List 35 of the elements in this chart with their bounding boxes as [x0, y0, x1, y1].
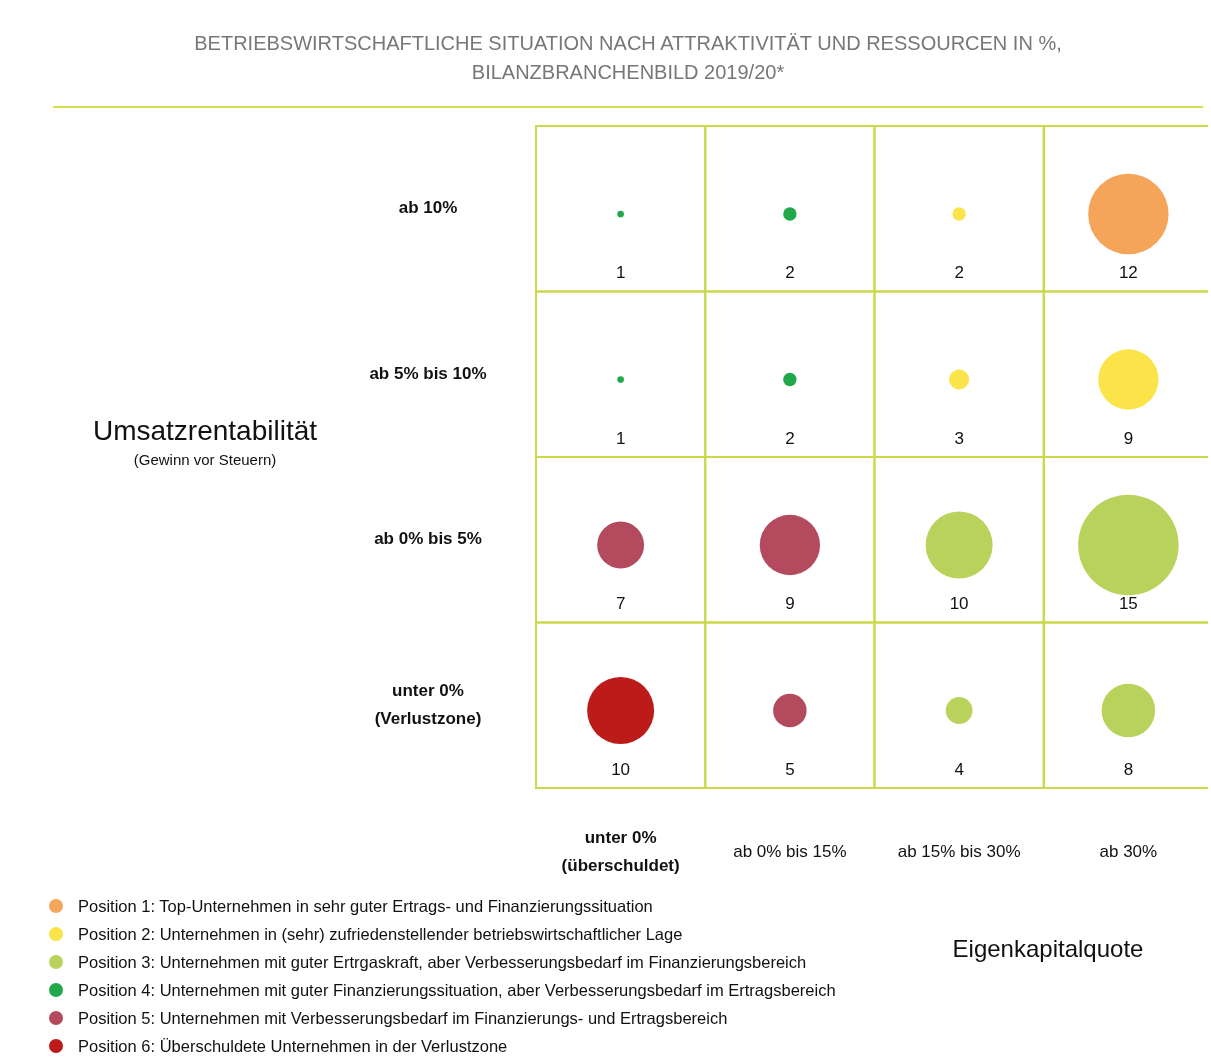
- x-tick-label: ab 15% bis 30%: [897, 842, 1021, 862]
- y-tick-label: ab 10%: [398, 198, 458, 218]
- data-label: 10: [611, 759, 631, 779]
- data-label: 15: [1118, 594, 1138, 613]
- y-tick-label: ab 5% bis 10%: [369, 363, 487, 383]
- data-label: 9: [1123, 428, 1134, 448]
- data-label: 2: [785, 428, 795, 448]
- text: (Gewinn vor Steuern): [133, 451, 277, 468]
- category-label: Position 6: Überschuldete Unternehmen in der Verlustzone: [78, 1037, 508, 1055]
- category-label: Position 3: Unternehmen mit guter Ertrgaskraft, aber Verbesserungsbedarf im Finanzierungsbereich: [78, 953, 807, 971]
- category-label: Position 4: Unternehmen mit guter Finanzierungssituation, aber Verbesserungsbedarf im Ertragsbereich: [78, 981, 836, 999]
- chart-title: BETRIEBSWIRTSCHAFTLICHE SITUATION NACH ATTRAKTIVITÄT UND RESSOURCEN IN %,: [194, 32, 1062, 54]
- data-label: 3: [954, 428, 964, 448]
- chart-subtitle: BILANZBRANCHENBILD 2019/20*: [471, 61, 785, 83]
- data-label: 4: [954, 759, 964, 779]
- data-label: 5: [785, 759, 795, 779]
- data-label: 2: [954, 263, 964, 282]
- y-tick-label: unter 0% (Verlustzone): [374, 680, 482, 728]
- data-label: 9: [785, 594, 795, 613]
- category-label: Position 5: Unternehmen mit Verbesserungsbedarf im Finanzierungs- und Ertragsbereich: [78, 1009, 728, 1027]
- data-label: 7: [615, 594, 626, 613]
- data-label: 8: [1123, 759, 1134, 779]
- x-tick-label: unter 0% (überschuldet): [561, 828, 680, 876]
- data-label: 1: [615, 263, 626, 282]
- y-axis-title: Umsatzrentabilität: [92, 415, 318, 446]
- data-label: 10: [949, 594, 969, 613]
- data-label: 2: [785, 263, 795, 282]
- y-tick-label: ab 0% bis 5%: [374, 529, 482, 549]
- category-label: Position 2: Unternehmen in (sehr) zufriedenstellender betriebswirtschaftlicher Lage: [78, 925, 683, 943]
- data-label: 12: [1118, 263, 1138, 282]
- data-label: 1: [615, 428, 626, 448]
- x-tick-label: ab 0% bis 15%: [733, 842, 847, 862]
- x-axis-title: Eigenkapitalquote: [952, 935, 1144, 962]
- x-tick-label: ab 30%: [1099, 842, 1158, 862]
- category-label: Position 1: Top-Unternehmen in sehr guter Ertrags- und Finanzierungssituation: [78, 897, 653, 915]
